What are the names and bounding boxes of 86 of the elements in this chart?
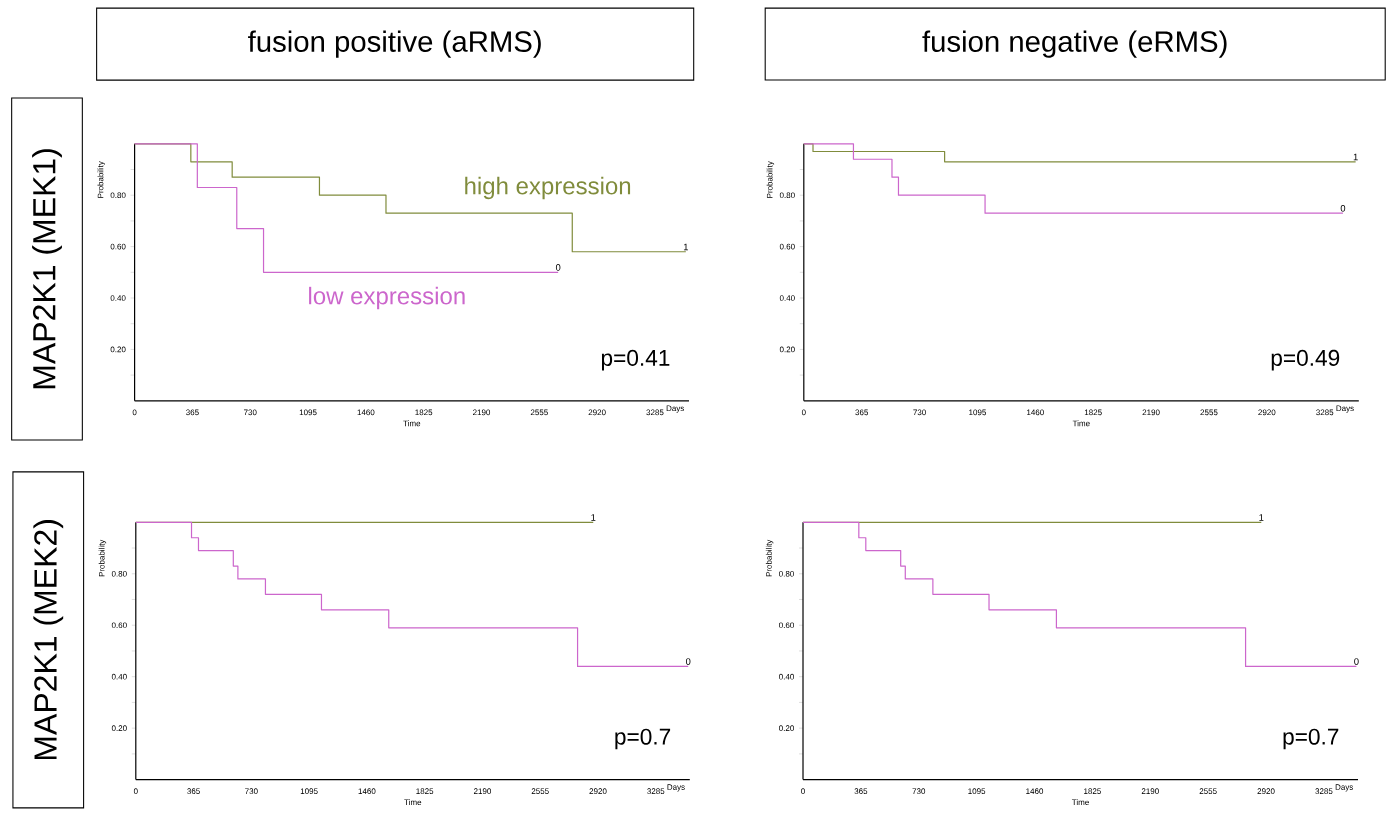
text: Days [666,405,685,413]
series-label: 0 [1354,658,1359,665]
x-tick-label: 1460 [357,409,375,416]
x-tick-label: 0 [133,788,138,794]
x-tick-label: 1825 [415,409,433,416]
x-tick-label: 1095 [968,788,986,794]
x-tick-label: 1460 [358,788,376,794]
x-tick-label: 1460 [1027,409,1044,416]
text: Days [1336,405,1354,413]
x-axis-title: Time [403,420,421,427]
y-axis-title: Probability [98,539,107,577]
y-axis-title: Probability [97,161,105,198]
x-tick-label: 2190 [473,788,492,794]
series-label: 1 [683,243,688,251]
x-tick-label: 2920 [588,409,606,416]
y-axis-title: Probability [766,161,775,198]
series-label: 1 [1259,514,1264,521]
annotation: high expression [465,176,631,200]
chart-title: fusion positive (aRMS) [248,30,541,58]
y-tick-label: 0.80 [110,192,126,199]
x-tick-label: 2555 [1200,409,1218,416]
y-tick-label: 0.60 [110,243,126,250]
y-tick-label: 0.60 [779,243,795,250]
y-tick-label: 0.40 [110,295,126,301]
x-tick-label: 1095 [300,788,318,794]
x-tick-label: 2555 [1199,788,1217,794]
series-label: 1 [591,514,596,521]
x-tick-label: 0 [801,788,805,794]
x-tick-label: 365 [186,409,199,416]
x-tick-label: 0 [132,409,137,416]
y-tick-label: 0.40 [111,673,127,680]
x-tick-label: 730 [245,788,258,794]
text: Days [1335,784,1354,792]
x-tick-label: 1095 [299,409,317,416]
annotation: p=0.49 [1271,349,1340,371]
x-tick-label: 2190 [473,409,491,416]
x-tick-label: 3285 [646,409,664,416]
x-tick-label: 1095 [969,409,987,416]
y-axis-title: Probability [765,539,774,577]
x-tick-label: 2190 [1141,788,1159,794]
x-tick-label: 730 [243,409,257,416]
annotation: low expression [309,286,465,310]
annotation: p=0.7 [615,728,671,750]
y-tick-label: 0.60 [779,622,794,629]
y-tick-label: 0.40 [779,673,794,680]
x-tick-label: 2555 [531,788,549,794]
series-label: 0 [555,264,561,271]
series-label: 0 [1340,205,1346,212]
x-axis-title: Time [1071,799,1089,806]
x-tick-label: 2920 [1257,788,1275,794]
y-tick-label: 0.80 [779,192,795,199]
y-tick-label: 0.20 [110,346,126,353]
x-tick-label: 3285 [1315,788,1333,794]
x-tick-label: 1825 [416,788,434,794]
x-tick-label: 730 [912,788,926,794]
x-tick-label: 3285 [647,788,665,794]
y-tick-label: 0.20 [779,346,795,353]
x-tick-label: 2555 [530,409,548,416]
chart-title: fusion negative (eRMS) [922,30,1227,58]
x-axis-title: Time [404,799,422,806]
series-label: 0 [685,658,691,665]
x-tick-label: 2920 [589,788,607,794]
x-tick-label: 1825 [1084,788,1101,794]
x-axis-title: Time [1072,420,1090,427]
x-tick-label: 3285 [1316,409,1334,416]
x-tick-label: 365 [187,788,200,794]
x-tick-label: 2190 [1142,409,1160,416]
series-label: 1 [1353,153,1358,161]
y-tick-label: 0.20 [779,725,794,731]
y-tick-label: 0.60 [111,622,127,629]
x-tick-label: 1460 [1026,788,1044,794]
text: MAP2K1 (MEK2) [33,520,64,760]
y-tick-label: 0.20 [111,725,127,731]
text: MAP2K1 (MEK1) [32,149,62,389]
x-tick-label: 1825 [1084,409,1102,416]
x-tick-label: 0 [801,409,806,416]
x-tick-label: 365 [855,409,869,416]
annotation: p=0.41 [601,349,670,371]
y-tick-label: 0.80 [779,570,794,577]
y-tick-label: 0.40 [779,295,795,301]
x-tick-label: 2920 [1258,409,1276,416]
text: Days [667,784,685,792]
x-tick-label: 365 [854,788,868,794]
x-tick-label: 730 [913,409,926,416]
y-tick-label: 0.80 [111,570,127,577]
annotation: p=0.7 [1283,728,1339,750]
